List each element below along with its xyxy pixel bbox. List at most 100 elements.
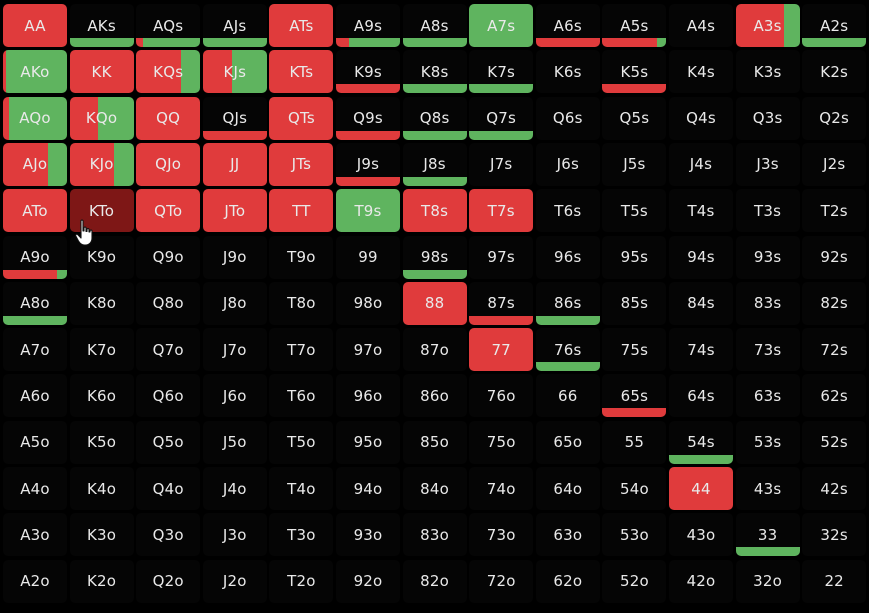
hand-cell-97o[interactable]: 97o — [336, 328, 400, 372]
hand-cell-T3o[interactable]: T3o — [269, 513, 334, 557]
hand-cell-43o[interactable]: 43o — [669, 513, 733, 557]
hand-cell-62s[interactable]: 62s — [802, 374, 867, 418]
hand-cell-62o[interactable]: 62o — [535, 559, 600, 603]
hand-cell-KQo[interactable]: KQo — [69, 96, 134, 140]
hand-cell-64o[interactable]: 64o — [535, 467, 600, 510]
hand-cell-98s[interactable]: 98s — [402, 235, 467, 279]
hand-cell-T2o[interactable]: T2o — [269, 559, 334, 603]
hand-cell-J3s[interactable]: J3s — [735, 142, 800, 186]
hand-cell-T2s[interactable]: T2s — [802, 189, 867, 233]
hand-cell-A3o[interactable]: A3o — [3, 513, 67, 557]
hand-cell-77[interactable]: 77 — [469, 328, 534, 372]
hand-cell-53s[interactable]: 53s — [735, 420, 800, 464]
hand-cell-K7s[interactable]: K7s — [469, 50, 534, 94]
hand-cell-J9s[interactable]: J9s — [336, 142, 400, 186]
hand-cell-72o[interactable]: 72o — [469, 559, 534, 603]
hand-cell-K6s[interactable]: K6s — [535, 50, 600, 94]
hand-cell-A9s[interactable]: A9s — [336, 4, 400, 47]
hand-cell-JTo[interactable]: JTo — [202, 189, 267, 233]
hand-cell-A6o[interactable]: A6o — [3, 374, 67, 418]
hand-cell-88[interactable]: 88 — [402, 281, 467, 325]
hand-cell-QQ[interactable]: QQ — [136, 96, 201, 140]
hand-cell-A5o[interactable]: A5o — [3, 420, 67, 464]
hand-cell-T7s[interactable]: T7s — [469, 189, 534, 233]
hand-cell-JJ[interactable]: JJ — [202, 142, 267, 186]
hand-cell-K4o[interactable]: K4o — [69, 467, 134, 510]
hand-cell-96o[interactable]: 96o — [336, 374, 400, 418]
hand-cell-K3o[interactable]: K3o — [69, 513, 134, 557]
hand-cell-A9o[interactable]: A9o — [3, 235, 67, 279]
hand-cell-Q6s[interactable]: Q6s — [535, 96, 600, 140]
hand-cell-KQs[interactable]: KQs — [136, 50, 201, 94]
hand-cell-42s[interactable]: 42s — [802, 467, 867, 510]
hand-cell-32s[interactable]: 32s — [802, 513, 867, 557]
hand-cell-A2s[interactable]: A2s — [802, 4, 867, 47]
hand-cell-52o[interactable]: 52o — [602, 559, 667, 603]
hand-cell-K2s[interactable]: K2s — [802, 50, 867, 94]
hand-cell-AQs[interactable]: AQs — [136, 4, 201, 47]
hand-cell-AQo[interactable]: AQo — [3, 96, 67, 140]
hand-cell-KTo[interactable]: KTo — [69, 189, 134, 233]
hand-cell-75s[interactable]: 75s — [602, 328, 667, 372]
hand-cell-74s[interactable]: 74s — [669, 328, 733, 372]
hand-cell-T4o[interactable]: T4o — [269, 467, 334, 510]
hand-cell-J2s[interactable]: J2s — [802, 142, 867, 186]
hand-cell-K9o[interactable]: K9o — [69, 235, 134, 279]
hand-cell-A8s[interactable]: A8s — [402, 4, 467, 47]
hand-cell-Q5s[interactable]: Q5s — [602, 96, 667, 140]
hand-cell-J9o[interactable]: J9o — [202, 235, 267, 279]
hand-cell-JTs[interactable]: JTs — [269, 142, 334, 186]
hand-cell-KK[interactable]: KK — [69, 50, 134, 94]
hand-cell-63o[interactable]: 63o — [535, 513, 600, 557]
hand-cell-T5s[interactable]: T5s — [602, 189, 667, 233]
hand-cell-J4s[interactable]: J4s — [669, 142, 733, 186]
hand-cell-95s[interactable]: 95s — [602, 235, 667, 279]
hand-cell-86s[interactable]: 86s — [535, 281, 600, 325]
hand-cell-86o[interactable]: 86o — [402, 374, 467, 418]
hand-cell-K7o[interactable]: K7o — [69, 328, 134, 372]
hand-cell-66[interactable]: 66 — [535, 374, 600, 418]
hand-cell-QTs[interactable]: QTs — [269, 96, 334, 140]
hand-cell-QJs[interactable]: QJs — [202, 96, 267, 140]
hand-cell-J5s[interactable]: J5s — [602, 142, 667, 186]
hand-cell-K2o[interactable]: K2o — [69, 559, 134, 603]
hand-cell-76o[interactable]: 76o — [469, 374, 534, 418]
hand-cell-T8o[interactable]: T8o — [269, 281, 334, 325]
hand-cell-75o[interactable]: 75o — [469, 420, 534, 464]
hand-cell-Q2s[interactable]: Q2s — [802, 96, 867, 140]
hand-cell-94o[interactable]: 94o — [336, 467, 400, 510]
hand-cell-92s[interactable]: 92s — [802, 235, 867, 279]
hand-cell-A8o[interactable]: A8o — [3, 281, 67, 325]
hand-cell-KTs[interactable]: KTs — [269, 50, 334, 94]
hand-cell-55[interactable]: 55 — [602, 420, 667, 464]
hand-cell-87s[interactable]: 87s — [469, 281, 534, 325]
hand-cell-92o[interactable]: 92o — [336, 559, 400, 603]
hand-cell-AKs[interactable]: AKs — [69, 4, 134, 47]
hand-cell-Q2o[interactable]: Q2o — [136, 559, 201, 603]
hand-cell-82o[interactable]: 82o — [402, 559, 467, 603]
hand-cell-J5o[interactable]: J5o — [202, 420, 267, 464]
hand-cell-A7o[interactable]: A7o — [3, 328, 67, 372]
hand-cell-K8s[interactable]: K8s — [402, 50, 467, 94]
hand-cell-65o[interactable]: 65o — [535, 420, 600, 464]
hand-cell-A4s[interactable]: A4s — [669, 4, 733, 47]
hand-cell-Q3s[interactable]: Q3s — [735, 96, 800, 140]
hand-cell-T6s[interactable]: T6s — [535, 189, 600, 233]
hand-cell-KJo[interactable]: KJo — [69, 142, 134, 186]
hand-cell-52s[interactable]: 52s — [802, 420, 867, 464]
hand-cell-Q9o[interactable]: Q9o — [136, 235, 201, 279]
hand-cell-Q6o[interactable]: Q6o — [136, 374, 201, 418]
hand-cell-T9s[interactable]: T9s — [336, 189, 400, 233]
hand-cell-K9s[interactable]: K9s — [336, 50, 400, 94]
hand-cell-87o[interactable]: 87o — [402, 328, 467, 372]
hand-cell-QTo[interactable]: QTo — [136, 189, 201, 233]
hand-cell-42o[interactable]: 42o — [669, 559, 733, 603]
hand-cell-44[interactable]: 44 — [669, 467, 733, 510]
hand-cell-K5o[interactable]: K5o — [69, 420, 134, 464]
hand-cell-A2o[interactable]: A2o — [3, 559, 67, 603]
hand-cell-32o[interactable]: 32o — [735, 559, 800, 603]
hand-cell-Q8s[interactable]: Q8s — [402, 96, 467, 140]
hand-cell-ATs[interactable]: ATs — [269, 4, 334, 47]
hand-cell-53o[interactable]: 53o — [602, 513, 667, 557]
hand-cell-72s[interactable]: 72s — [802, 328, 867, 372]
